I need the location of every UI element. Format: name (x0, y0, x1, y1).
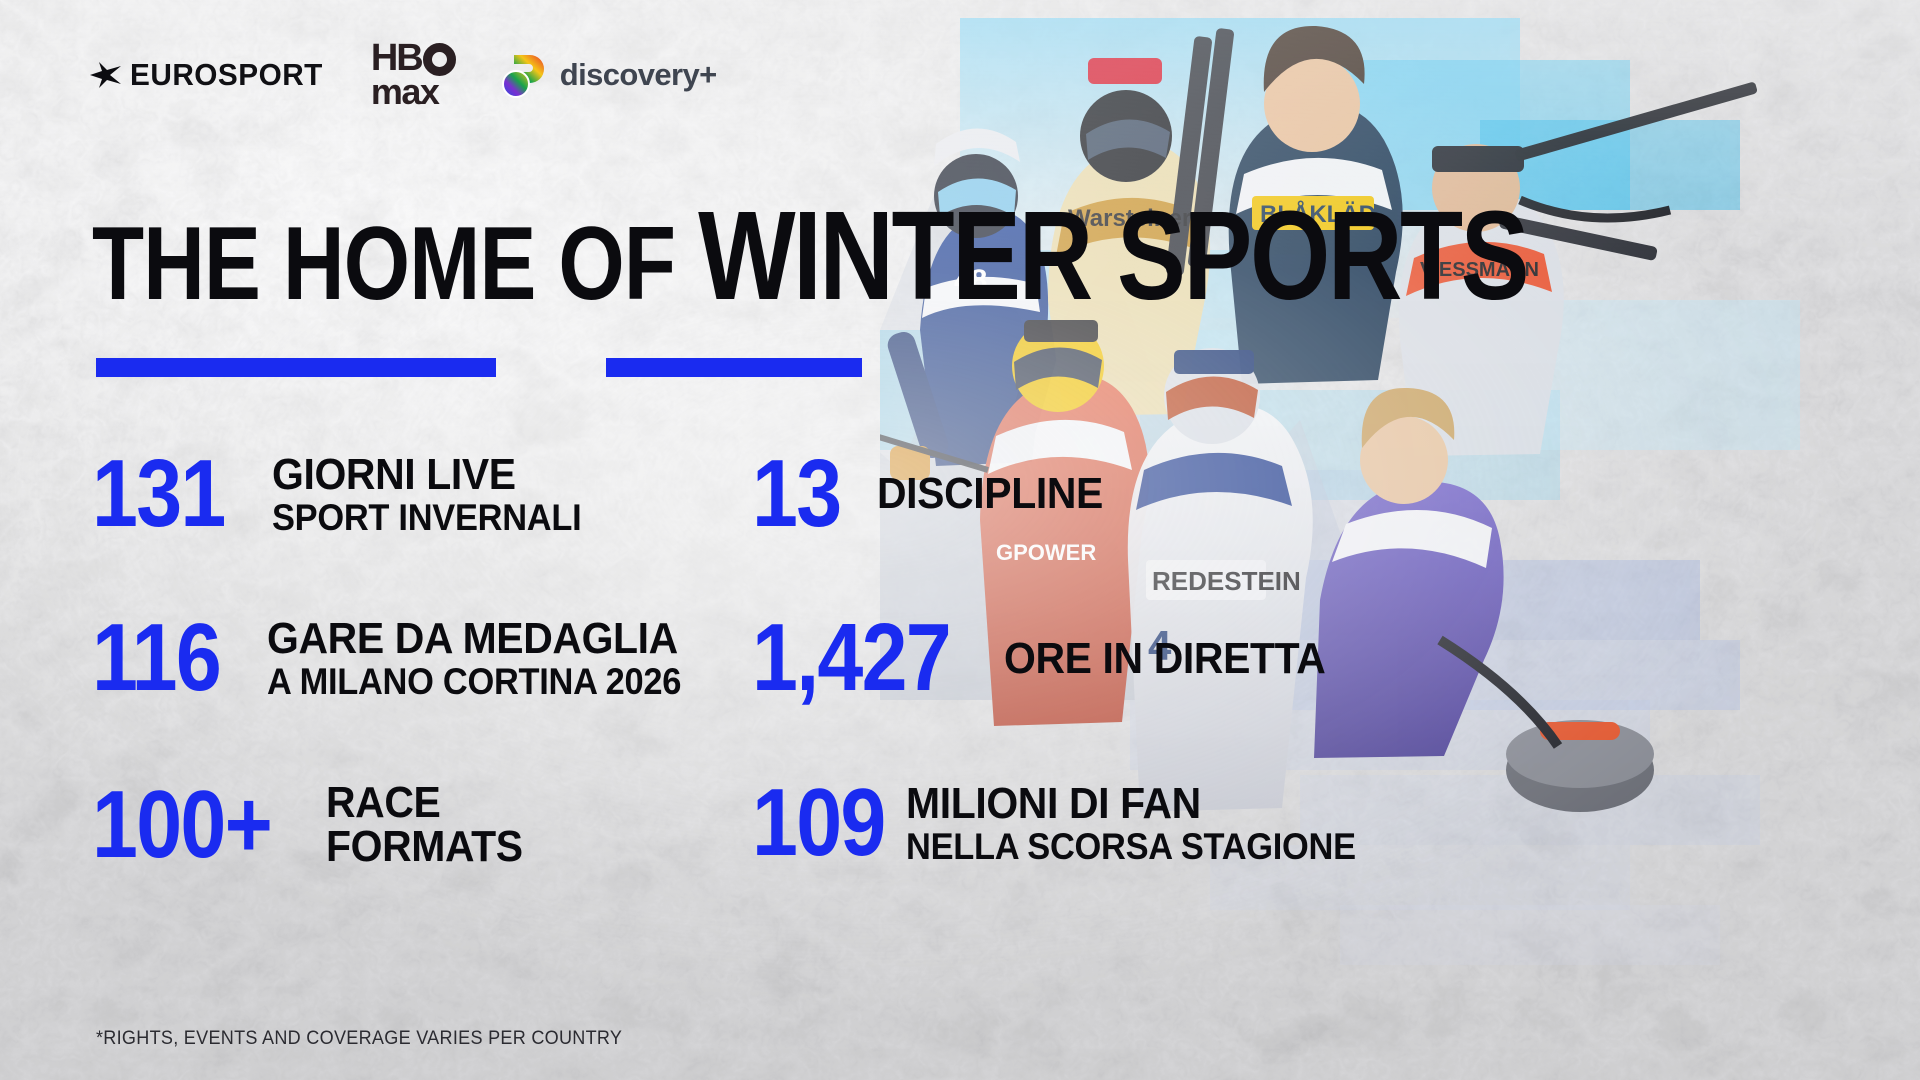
logo-discovery-plus[interactable]: discovery+ (500, 52, 717, 99)
hbo-o-icon (422, 42, 456, 76)
stat-item-1427: 1,427 ORE IN DIRETTA (752, 604, 1352, 712)
footnote-disclaimer: *RIGHTS, EVENTS AND COVERAGE VARIES PER … (96, 1028, 623, 1049)
stat-label-secondary: A MILANO CORTINA 2026 (266, 661, 682, 703)
stat-number: 131 (92, 440, 226, 547)
stat-label-primary: MILIONI DI FAN (906, 778, 1202, 828)
stat-label-primary: DISCIPLINE (876, 469, 1103, 519)
hbo-letters: HB (370, 37, 424, 80)
headline-underline-group (96, 358, 1026, 380)
hbo-top-row: HB (370, 37, 456, 80)
page-title: THE HOME OF WINTER SPORTS (92, 193, 1530, 319)
stat-label-primary: RACE (326, 777, 441, 827)
stat-label-secondary: NELLA SCORSA STAGIONE (906, 825, 1356, 867)
eurosport-wordmark: EUROSPORT (130, 57, 323, 92)
stat-number: 1,427 (752, 604, 952, 712)
stat-label-primary: GARE DA MEDAGLIA (266, 614, 678, 664)
stat-item-109: 109 MILIONI DI FAN NELLA SCORSA STAGIONE (752, 768, 1356, 876)
stats-row-3: 100+ RACE FORMATS 109 MILIONI DI FAN NEL… (92, 768, 1356, 878)
stat-number: 116 (92, 604, 222, 712)
logo-eurosport[interactable]: EUROSPORT (88, 57, 327, 93)
underline-bar-right (606, 358, 862, 377)
stat-label-primary: ORE IN DIRETTA (1004, 633, 1326, 683)
stat-number: 109 (752, 768, 886, 876)
stat-label-primary: GIORNI LIVE (272, 449, 516, 499)
discovery-globe-icon (501, 54, 544, 98)
eurosport-star-icon (90, 62, 121, 88)
logo-row: EUROSPORT HB max discovery+ (88, 37, 717, 112)
headline-part-one: THE HOME OF (92, 206, 699, 322)
stat-label-group: MILIONI DI FAN NELLA SCORSA STAGIONE (906, 778, 1390, 867)
stat-label-group: GIORNI LIVE SPORT INVERNALI (272, 449, 605, 538)
stat-label-secondary: SPORT INVERNALI (272, 496, 582, 538)
underline-bar-left (96, 358, 496, 377)
headline-part-two: WINTER SPORTS (698, 185, 1530, 326)
stat-label-secondary: FORMATS (326, 821, 523, 871)
stats-row-1: 131 GIORNI LIVE SPORT INVERNALI 13 DISCI… (92, 440, 1352, 547)
stat-label-group: RACE FORMATS (326, 777, 537, 871)
stat-item-131: 131 GIORNI LIVE SPORT INVERNALI (92, 440, 752, 547)
stat-number: 100+ (92, 770, 273, 878)
hbo-max-word: max (370, 70, 440, 112)
stat-label-group: DISCIPLINE (877, 472, 1120, 516)
stat-item-100plus: 100+ RACE FORMATS (92, 770, 752, 878)
stats-row-2: 116 GARE DA MEDAGLIA A MILANO CORTINA 20… (92, 604, 1352, 712)
stat-number: 13 (752, 440, 842, 547)
stat-label-group: GARE DA MEDAGLIA A MILANO CORTINA 2026 (266, 614, 712, 703)
stat-item-13: 13 DISCIPLINE (752, 440, 1352, 547)
stats-grid: 131 GIORNI LIVE SPORT INVERNALI 13 DISCI… (92, 440, 1356, 949)
stat-item-116: 116 GARE DA MEDAGLIA A MILANO CORTINA 20… (92, 604, 752, 712)
discovery-wordmark: discovery+ (559, 57, 717, 92)
stat-label-group: ORE IN DIRETTA (1004, 633, 1350, 683)
logo-hbo-max[interactable]: HB max (370, 37, 456, 112)
